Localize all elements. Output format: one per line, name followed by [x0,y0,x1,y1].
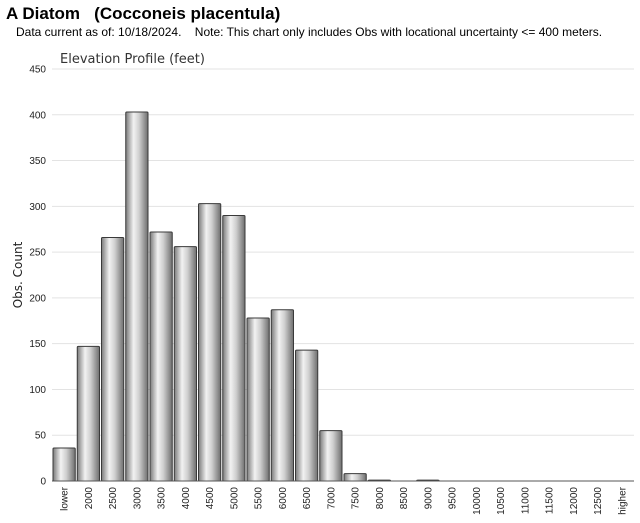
y-tick-label: 300 [29,202,46,213]
y-tick-label: 250 [29,248,46,259]
x-tick-label: 12000 [569,487,580,515]
y-tick-label: 400 [29,110,46,121]
bar [149,231,173,482]
bar [198,203,222,482]
x-tick-label: 8000 [375,487,386,510]
x-tick-label: 6000 [278,487,289,510]
y-tick-label: 100 [29,385,46,396]
bar [246,317,270,482]
x-tick-label: 5500 [254,487,265,510]
x-tick-label: 9500 [448,487,459,510]
chart-title: Elevation Profile (feet) [60,52,205,67]
x-tick-label: 11000 [520,487,531,515]
bar [52,447,76,482]
y-axis-label: Obs. Count [11,241,25,308]
x-tick-label: 7000 [326,487,337,510]
x-tick-label: 8500 [399,487,410,510]
x-tick-label: 11500 [545,487,556,515]
x-tick-label: higher [617,486,628,514]
bar [319,430,343,482]
bar [295,349,319,482]
bar [270,309,294,482]
bar [343,473,367,482]
x-tick-label: 9000 [423,487,434,510]
y-tick-label: 200 [29,293,46,304]
x-tick-label: 3000 [132,487,143,510]
bar [173,246,197,482]
page-title: A Diatom (Cocconeis placentula) [6,4,281,23]
x-tick-label: 10500 [496,487,507,515]
x-tick-label: 10000 [472,487,483,515]
x-tick-label: 6500 [302,487,313,510]
y-tick-label: 150 [29,339,46,350]
x-tick-label: lower [60,486,71,511]
bar [222,214,246,482]
x-tick-label: 12500 [593,487,604,515]
x-tick-label: 2500 [108,487,119,510]
x-tick-label: 4000 [181,487,192,510]
bar [101,236,125,482]
y-tick-label: 50 [35,431,47,442]
x-tick-label: 3500 [157,487,168,510]
x-tick-label: 5000 [229,487,240,510]
y-tick-label: 350 [29,156,46,167]
bar [125,111,149,482]
data-note: Data current as of: 10/18/2024. Note: Th… [16,25,603,39]
y-tick-label: 0 [40,477,46,488]
x-tick-label: 2000 [84,487,95,510]
y-tick-label: 450 [29,65,46,76]
x-tick-label: 4500 [205,487,216,510]
x-tick-label: 7500 [351,487,362,510]
bar [76,345,100,482]
